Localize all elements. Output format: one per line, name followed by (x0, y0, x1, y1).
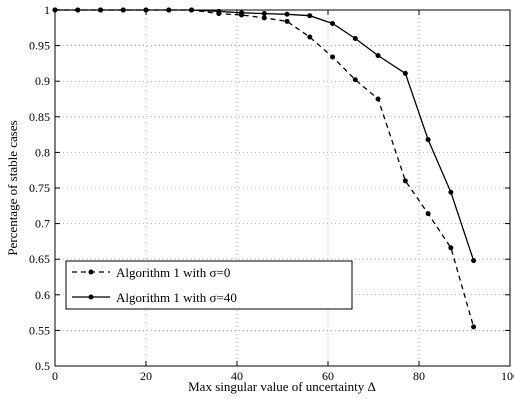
data-point (375, 96, 381, 102)
data-point (448, 245, 454, 251)
y-tick-label: 0.6 (35, 288, 50, 302)
data-point (98, 7, 103, 13)
legend: Algorithm 1 with σ=0 Algorithm 1 with σ=… (65, 260, 353, 310)
series-1 (52, 7, 477, 264)
x-tick-labels: 0 20 40 60 80 100 (52, 369, 514, 383)
data-point (261, 11, 267, 17)
data-point (216, 8, 222, 14)
y-tick-label: 0.65 (29, 252, 50, 266)
y-tick-label: 0.5 (35, 359, 50, 373)
data-point (471, 258, 477, 264)
data-point (330, 54, 336, 60)
y-tick-labels: 0.5 0.55 0.6 0.65 0.7 0.75 0.8 0.85 0.9 0.95 1 (29, 3, 50, 373)
data-point (425, 137, 431, 143)
data-point (52, 7, 58, 13)
data-point (352, 77, 358, 83)
data-point (330, 21, 336, 27)
data-point (120, 7, 126, 13)
data-point (471, 324, 477, 330)
data-point (239, 10, 245, 16)
data-point (375, 53, 381, 59)
data-point (143, 7, 149, 13)
x-tick-label: 60 (322, 369, 334, 383)
series (52, 7, 477, 330)
series-line (55, 9, 475, 261)
data-point (189, 7, 194, 13)
y-tick-label: 0.7 (35, 217, 50, 231)
data-point (166, 7, 172, 13)
legend-label-sigma0: Algorithm 1 with σ=0 (116, 265, 230, 280)
y-tick-label: 0.55 (29, 323, 50, 337)
data-point (307, 13, 313, 19)
y-axis-title: Percentage of stable cases (5, 120, 20, 255)
data-point (284, 18, 290, 24)
x-tick-label: 0 (52, 369, 58, 383)
y-tick-label: 1 (44, 3, 50, 17)
data-point (352, 35, 358, 41)
x-tick-label: 80 (413, 369, 425, 383)
x-tick-label: 100 (501, 369, 514, 383)
y-tick-label: 0.9 (35, 74, 50, 88)
data-point (402, 70, 408, 76)
data-point (448, 189, 454, 195)
y-tick-label: 0.95 (29, 39, 50, 53)
x-tick-label: 40 (231, 369, 243, 383)
x-axis-title: Max singular value of uncertainty Δ (188, 379, 376, 394)
y-tick-label: 0.85 (29, 110, 50, 124)
legend-label-sigma40: Algorithm 1 with σ=40 (116, 290, 237, 305)
y-tick-label: 0.75 (29, 181, 50, 195)
data-point (261, 15, 267, 21)
x-tick-label: 20 (140, 369, 152, 383)
data-point (425, 211, 431, 217)
legend-marker-sigma0 (88, 269, 94, 275)
ticks (54, 9, 511, 367)
legend-marker-sigma40 (88, 294, 94, 300)
legend-box (65, 260, 353, 310)
data-point (75, 7, 81, 13)
data-point (402, 178, 408, 184)
data-point (307, 34, 313, 40)
y-tick-label: 0.8 (35, 145, 50, 159)
data-point (284, 11, 290, 17)
grid (55, 10, 510, 366)
